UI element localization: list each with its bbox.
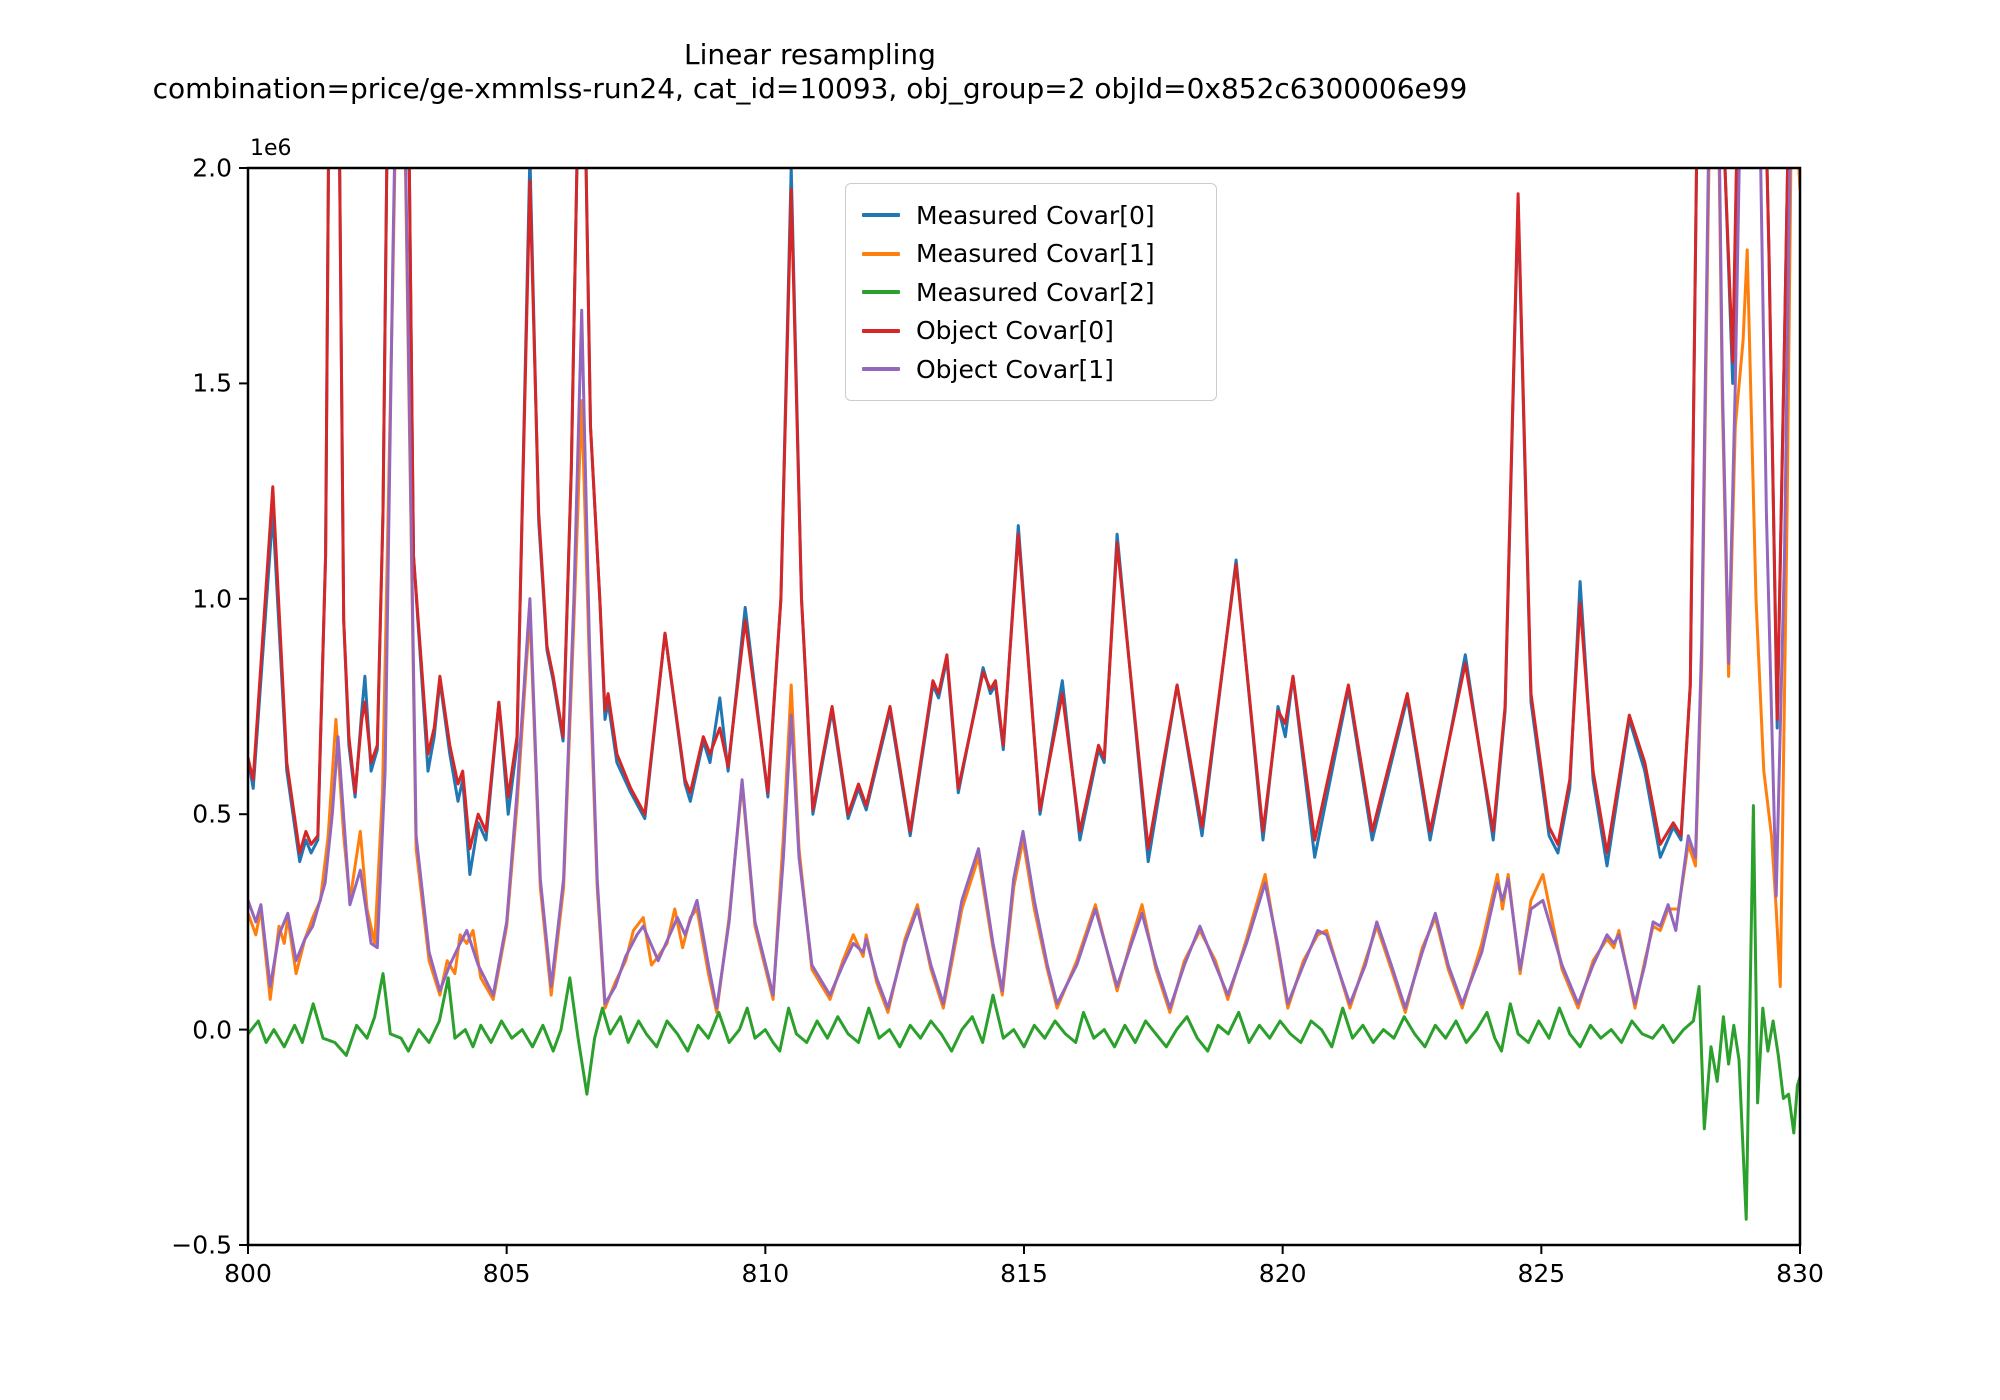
chart-subtitle: combination=price/ge-xmmlss-run24, cat_i… xyxy=(152,72,1468,105)
x-tick-label: 800 xyxy=(224,1259,272,1288)
legend-line-swatch-green xyxy=(862,290,900,294)
x-tick-label: 805 xyxy=(482,1259,531,1288)
series-line-measured-covar-2- xyxy=(248,804,1800,1221)
y-tick-label: −0.5 xyxy=(171,1230,232,1260)
legend-line-swatch-blue xyxy=(862,213,900,217)
series-line-measured-covar-1- xyxy=(248,168,1800,1014)
axes-spines xyxy=(246,166,1802,1247)
legend-item-object-covar-0: Object Covar[0] xyxy=(862,312,1200,350)
legend: Measured Covar[0] Measured Covar[1] Meas… xyxy=(845,183,1217,401)
y-tick-label: 1.0 xyxy=(192,584,232,614)
y-tick-label: 1.5 xyxy=(192,368,232,398)
legend-line-swatch-purple xyxy=(862,367,900,371)
x-tick-label: 825 xyxy=(1517,1259,1566,1288)
legend-item-measured-covar-2: Measured Covar[2] xyxy=(862,273,1200,311)
x-tick-label: 815 xyxy=(1000,1259,1048,1288)
legend-label: Object Covar[0] xyxy=(916,316,1114,345)
legend-item-object-covar-1: Object Covar[1] xyxy=(862,350,1200,388)
series-line-object-covar-0- xyxy=(248,168,1790,855)
chart-title: Linear resampling xyxy=(684,38,936,71)
series-line-measured-covar-0- xyxy=(248,168,1790,876)
legend-label: Measured Covar[0] xyxy=(916,200,1155,230)
legend-label: Measured Covar[2] xyxy=(916,277,1155,307)
legend-item-measured-covar-0: Measured Covar[0] xyxy=(862,196,1200,234)
legend-item-measured-covar-1: Measured Covar[1] xyxy=(862,235,1200,273)
series-line-object-covar-1- xyxy=(248,168,1800,1010)
legend-label: Measured Covar[1] xyxy=(916,239,1155,268)
y-tick-label: 0.0 xyxy=(192,1015,232,1045)
x-tick-label: 810 xyxy=(741,1259,790,1288)
legend-line-swatch-orange xyxy=(862,251,900,256)
legend-label: Object Covar[1] xyxy=(916,354,1114,384)
legend-line-swatch-red xyxy=(862,328,900,333)
x-tick-label: 820 xyxy=(1258,1259,1307,1288)
y-tick-label: 0.5 xyxy=(192,799,232,829)
y-tick-label: 2.0 xyxy=(192,153,232,183)
y-axis-offset-label: 1e6 xyxy=(250,136,292,161)
x-tick-label: 830 xyxy=(1776,1259,1824,1288)
